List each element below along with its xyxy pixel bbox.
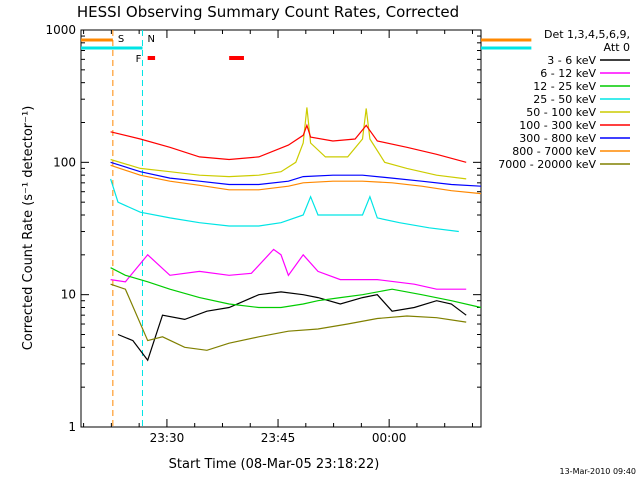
series-line <box>110 178 459 233</box>
series-lines <box>110 107 482 362</box>
marker-label: S <box>118 34 124 45</box>
series-line <box>110 107 467 180</box>
series-line <box>110 283 467 351</box>
footer-timestamp: 13-Mar-2010 09:40 <box>560 467 637 476</box>
legend-label: 6 - 12 keV <box>540 67 596 80</box>
y-tick-label: 10 <box>61 288 76 302</box>
series-line <box>110 161 482 187</box>
axis-ticks: 1 10 100 1000 23:30 23:45 00:00 <box>45 23 481 445</box>
series-line <box>117 291 467 362</box>
y-axis-label: Corrected Count Rate (s⁻¹ detector⁻¹) <box>21 106 36 351</box>
y-tick-label: 1000 <box>45 23 76 37</box>
flare-label: F <box>136 54 142 65</box>
series-line <box>110 267 482 309</box>
legend-label: 50 - 100 keV <box>526 106 596 119</box>
legend-label: 12 - 25 keV <box>533 80 596 93</box>
legend-label: 800 - 7000 keV <box>512 145 596 158</box>
legend-header-attenuator: Att 0 <box>604 41 630 54</box>
y-tick-label: 100 <box>53 155 76 169</box>
y-tick-label: 1 <box>68 420 76 434</box>
chart-title: HESSI Observing Summary Count Rates, Cor… <box>77 3 459 21</box>
x-tick-label: 23:45 <box>261 431 296 445</box>
legend-label: 25 - 50 keV <box>533 93 596 106</box>
series-line <box>110 164 482 195</box>
plot-area <box>80 29 482 428</box>
legend-label: 100 - 300 keV <box>519 119 596 132</box>
observation-markers: S NF <box>81 30 532 427</box>
series-line <box>110 123 467 163</box>
plot-frame <box>80 29 482 428</box>
series-line <box>110 248 467 290</box>
marker-label: N <box>147 34 154 45</box>
x-tick-label: 23:30 <box>150 431 185 445</box>
legend-label: 7000 - 20000 keV <box>498 158 596 171</box>
legend-label: 300 - 800 keV <box>519 132 596 145</box>
legend-header-detectors: Det 1,3,4,5,6,9, <box>544 28 630 41</box>
x-tick-label: 00:00 <box>372 431 407 445</box>
x-axis-label: Start Time (08-Mar-05 23:18:22) <box>169 457 380 472</box>
legend-label: 3 - 6 keV <box>547 54 596 67</box>
